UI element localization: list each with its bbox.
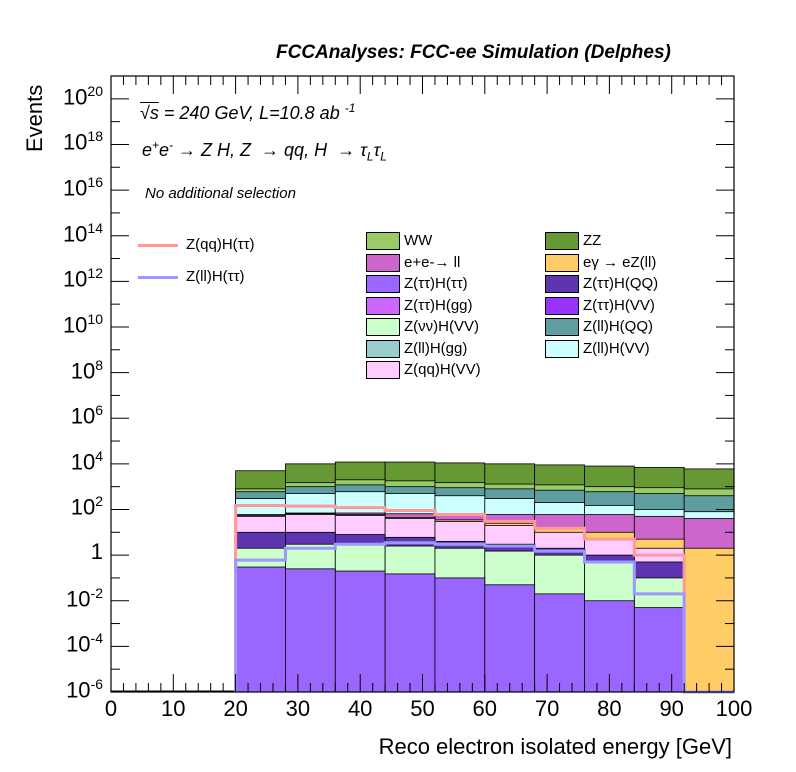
legend-label: Z(ll)H(ττ): [186, 268, 245, 285]
legend-fill-item: Z(ll)H(VV): [545, 340, 650, 358]
y-tick-label: 10-4: [66, 630, 103, 657]
legend-label: Z(qq)H(VV): [404, 361, 481, 378]
y-tick-label: 1016: [62, 174, 103, 201]
x-tick-label: 100: [715, 696, 753, 721]
x-axis-label: Reco electron isolated energy [GeV]: [378, 734, 732, 759]
legend-label: Z(qq)H(ττ): [186, 236, 255, 253]
bar-Z(ττ)H(ττ): [534, 593, 585, 693]
y-tick-label: 104: [70, 447, 103, 475]
legend-line-item: Z(ll)H(ττ): [138, 268, 245, 285]
x-tick-label: 0: [104, 696, 118, 721]
legend-fill-item: Z(qq)H(VV): [366, 361, 481, 380]
y-tick-label: 1: [90, 539, 103, 565]
x-tick-label: 80: [597, 696, 622, 721]
legend-fill-item: Z(ττ)H(ττ): [366, 275, 468, 294]
legend-fill-item: e+e-→ ll: [366, 254, 460, 272]
legend-label: e+e-→ ll: [404, 253, 461, 271]
y-tick-label: 106: [70, 402, 103, 429]
legend-label: Z(ll)H(VV): [583, 339, 650, 357]
series-line-Z(ll)H(ττ): [234, 541, 734, 694]
bar-Z(ττ)H(ττ): [285, 568, 336, 693]
legend-fill-item: WW: [366, 232, 433, 251]
bar-Z(ττ)H(ττ): [384, 573, 436, 693]
legend-label: Z(ll)H(QQ): [583, 318, 653, 335]
legend-fill-item: Z(ll)H(QQ): [545, 318, 653, 337]
x-tick-label: 50: [410, 696, 435, 721]
selection-annotation: No additional selection: [145, 185, 296, 202]
series-line-Z(qq)H(ττ): [234, 503, 734, 694]
legend-label: Z(ττ)H(VV): [583, 296, 655, 314]
y-tick-label: 10-2: [66, 584, 103, 612]
legend-fill-item: ZZ: [545, 232, 602, 251]
experiment-title: FCCAnalyses: FCC-ee Simulation (Delphes): [276, 42, 671, 63]
legend-fill-item: eγ → eZ(ll): [545, 254, 656, 272]
energy-luminosity-annotation: √s = 240 GeV, L=10.8 ab -1: [140, 101, 356, 123]
legend-label: Z(ττ)H(gg): [404, 296, 473, 314]
legend-label: ZZ: [583, 232, 602, 249]
legend-line-item: Z(qq)H(ττ): [138, 236, 255, 253]
x-tick-label: 10: [161, 696, 186, 721]
x-tick-label: 20: [223, 696, 248, 721]
legend-fill-item: Z(ττ)H(VV): [545, 297, 655, 315]
legend-fill-item: Z(ττ)H(gg): [366, 297, 473, 315]
x-tick-label: 70: [534, 696, 560, 721]
x-tick-label: 30: [285, 696, 311, 721]
x-tick-label: 60: [472, 696, 498, 721]
y-tick-label: 108: [70, 356, 103, 383]
y-tick-label: 1018: [62, 128, 103, 155]
legend-label: WW: [404, 232, 433, 249]
bar-Z(ττ)H(ττ): [484, 584, 536, 693]
y-tick-label: 102: [70, 493, 103, 520]
bar-Z(ττ)H(ττ): [334, 570, 386, 693]
legend-label: Z(νν)H(VV): [404, 318, 479, 335]
process-annotation: e+e- → Z H, Z → qq, H → τLτL: [142, 138, 387, 164]
bar-Z(ττ)H(ττ): [633, 607, 685, 693]
y-tick-label: 10-6: [66, 676, 103, 703]
x-tick-label: 90: [659, 696, 684, 721]
legend-fill-item: Z(νν)H(VV): [366, 318, 479, 337]
y-tick-label: 1020: [62, 82, 103, 110]
bar-Z(ττ)H(ττ): [434, 577, 486, 693]
bar-Z(ττ)H(ττ): [235, 566, 286, 693]
legend-label: eγ → eZ(ll): [583, 253, 657, 271]
y-tick-label: 1010: [62, 310, 103, 338]
legend-fill-item: Z(ll)H(gg): [366, 340, 467, 358]
legend-label: Z(ττ)H(ττ): [404, 275, 468, 292]
legend-label: Z(ττ)H(QQ): [583, 275, 659, 292]
y-axis-label: Events: [22, 84, 47, 152]
y-tick-label: 1014: [62, 219, 103, 247]
bar-eγ → eZ(ll): [683, 547, 735, 693]
legend-label: Z(ll)H(gg): [404, 339, 468, 357]
y-tick-label: 1012: [62, 265, 103, 292]
x-tick-label: 40: [347, 696, 373, 721]
legend-fill-item: Z(ττ)H(QQ): [545, 275, 659, 294]
